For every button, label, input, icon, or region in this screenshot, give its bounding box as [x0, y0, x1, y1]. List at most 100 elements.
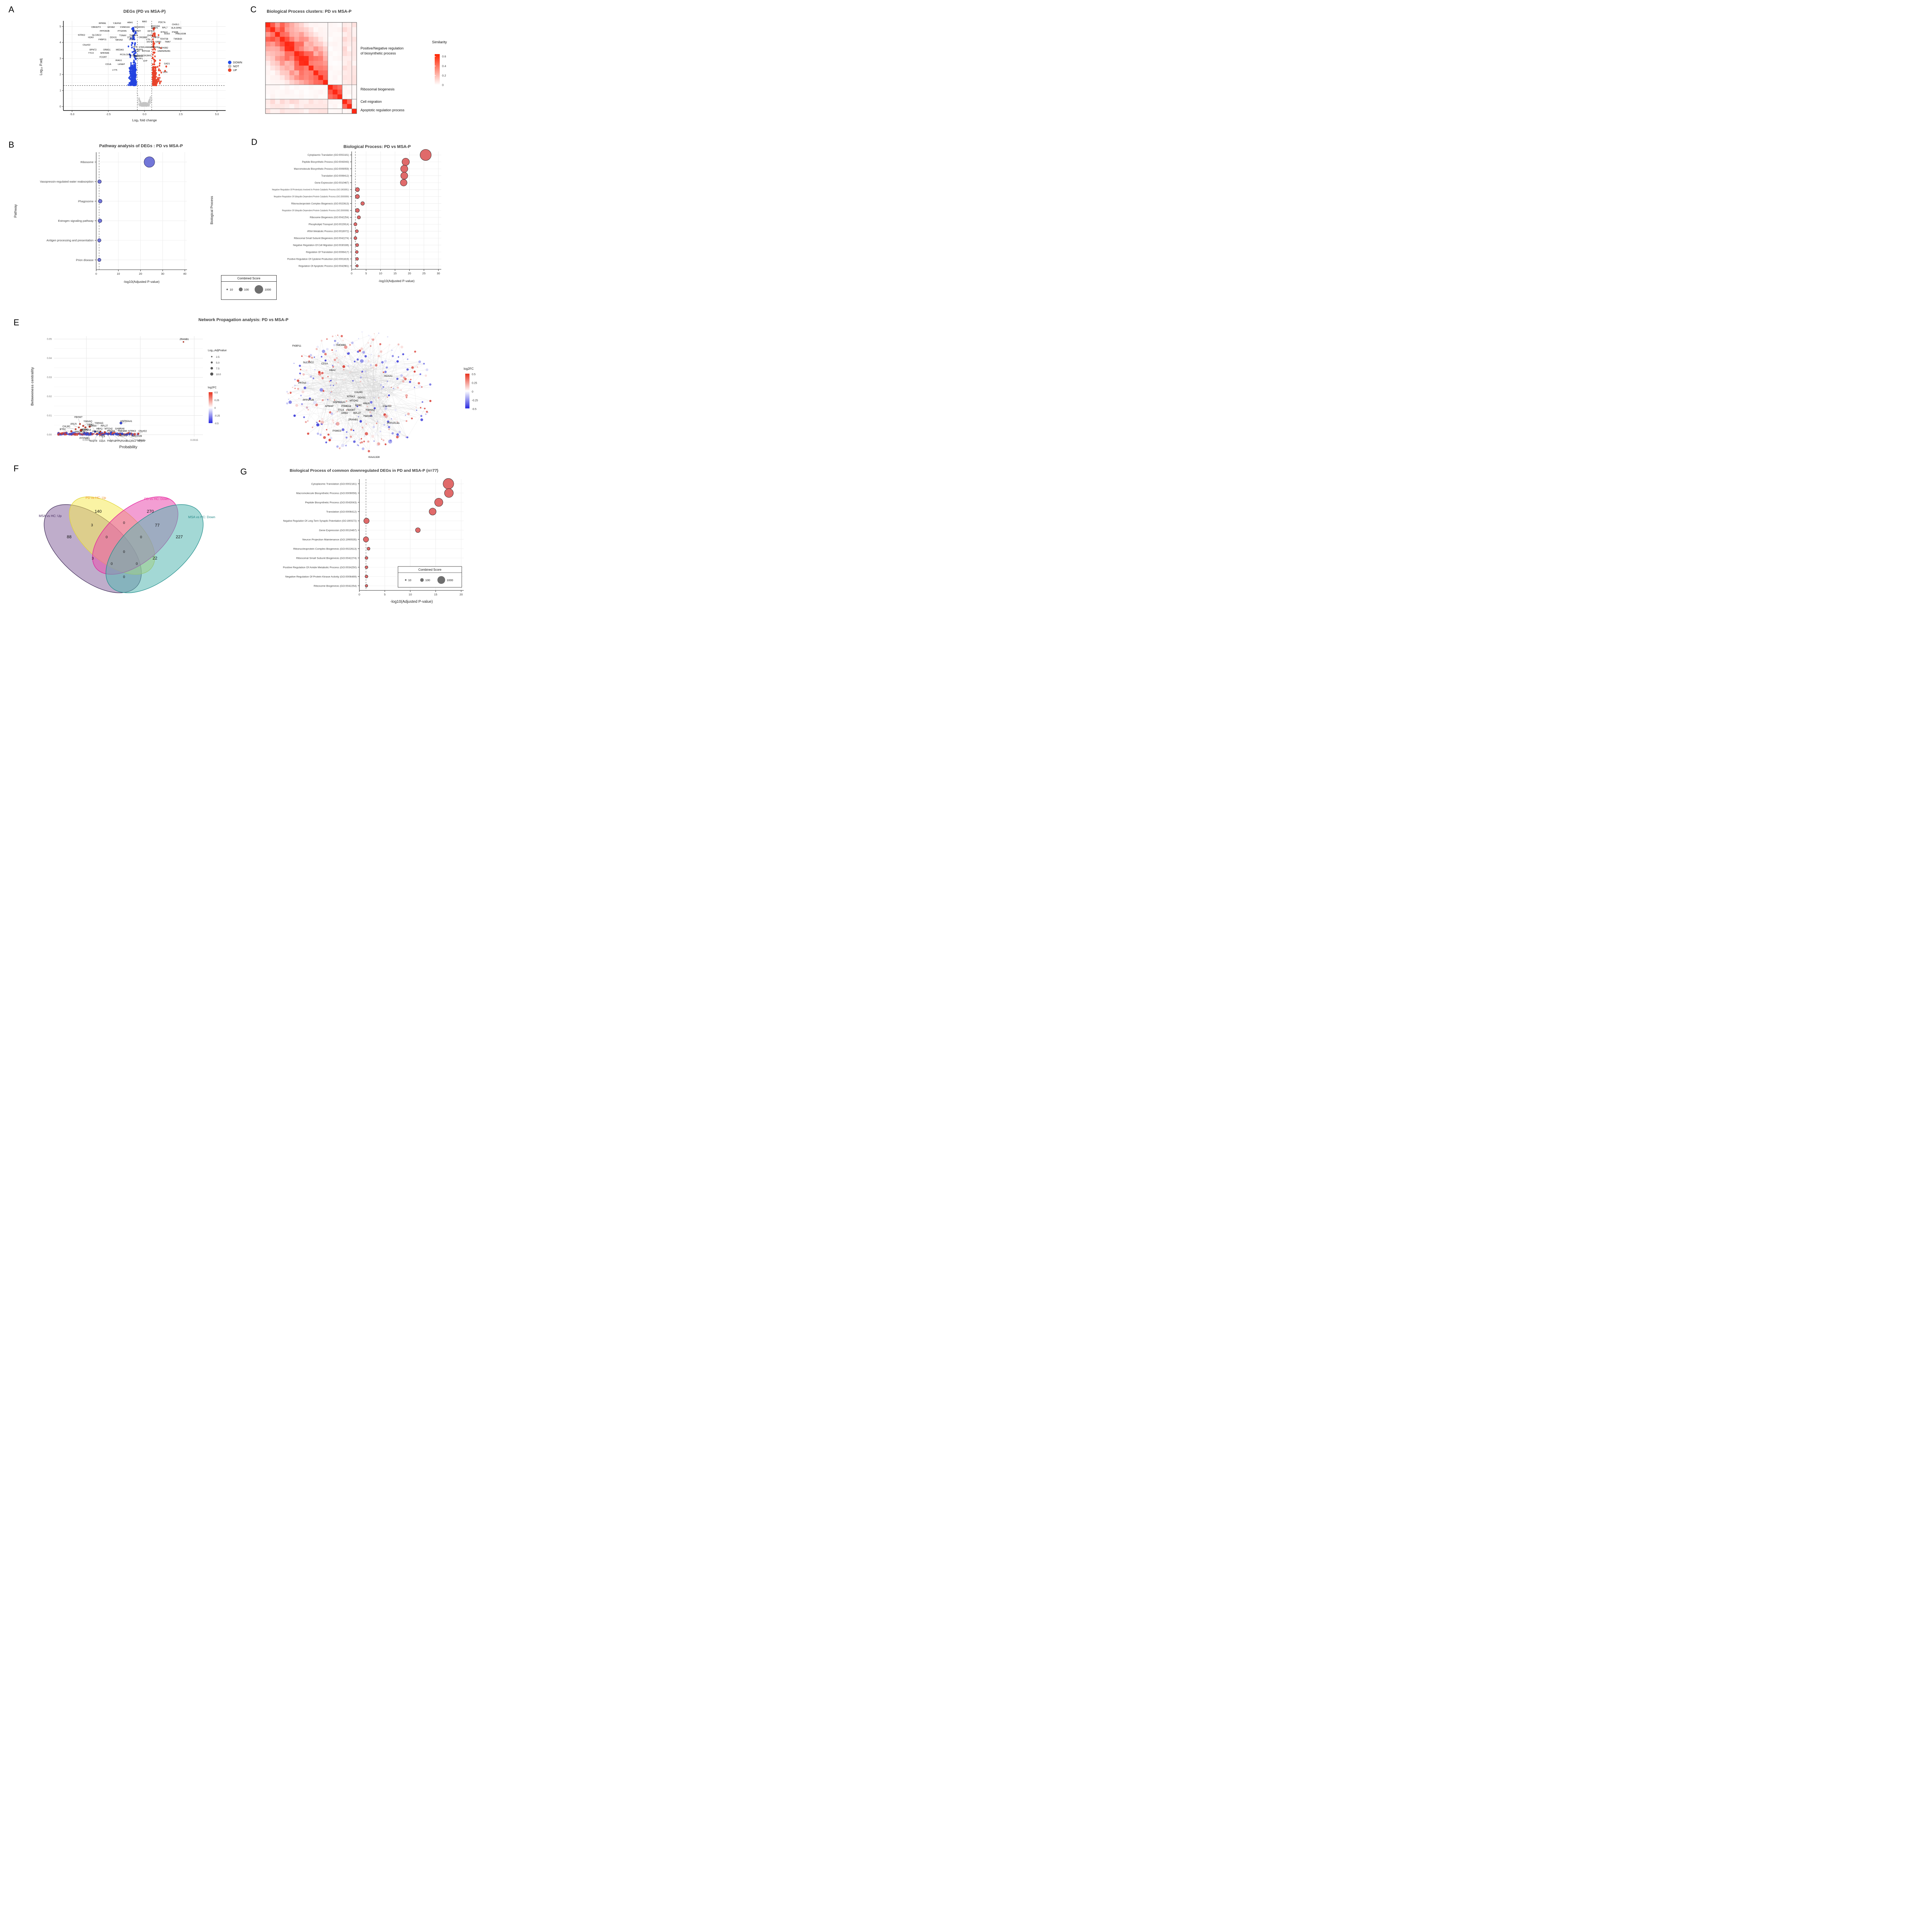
network-node [361, 371, 363, 373]
rect [313, 41, 318, 47]
rect [265, 65, 270, 71]
line [304, 369, 344, 388]
gene-label: EHD1 [148, 34, 153, 37]
network-node [345, 445, 347, 447]
gene-label: SYP [143, 60, 147, 63]
category-label: Regulation Of Translation (GO:0006417) [306, 251, 349, 253]
rect [332, 89, 338, 95]
network-node [358, 405, 360, 406]
bubble [363, 536, 369, 543]
rect [352, 51, 357, 56]
rect [294, 37, 299, 42]
rect [270, 37, 276, 42]
network-node [350, 435, 352, 438]
gene-label: TMA7 [165, 41, 171, 43]
rect [275, 51, 280, 56]
network-node [345, 439, 347, 441]
rect [284, 109, 290, 114]
ellipse [165, 65, 167, 68]
rect [337, 37, 343, 42]
network-node [332, 335, 333, 337]
ellipse [140, 102, 141, 103]
point-label: DDX31 [89, 425, 97, 427]
network-node [420, 418, 423, 421]
network-node [403, 365, 406, 367]
rect [323, 32, 328, 37]
network-node [350, 429, 352, 431]
network-node [361, 441, 363, 444]
network-node [423, 363, 425, 365]
category-label: Neuron Projection Maintenance (GO:199053… [302, 538, 357, 541]
rect [352, 41, 357, 47]
text: 2 [60, 73, 61, 76]
network-node [373, 397, 375, 398]
gene-label: DDX31 [110, 36, 117, 39]
rect [347, 46, 352, 51]
bubble [365, 584, 368, 587]
ellipse [153, 44, 155, 46]
rect [280, 85, 285, 90]
network-node [295, 404, 298, 407]
ellipse [158, 34, 160, 36]
network-node [358, 338, 359, 339]
line [347, 364, 419, 432]
ellipse [134, 83, 136, 86]
node-label: PPP1R14A [387, 422, 400, 425]
line [344, 369, 415, 388]
rect [332, 75, 338, 80]
gene-label: BTNL3 [161, 31, 167, 34]
rect [270, 22, 276, 27]
ellipse [160, 80, 162, 83]
rect [284, 41, 290, 47]
network-node [337, 335, 338, 336]
line [331, 345, 350, 392]
line [380, 344, 390, 442]
network-node [344, 345, 348, 349]
line [302, 356, 310, 357]
ellipse [155, 73, 157, 75]
network-node [345, 436, 348, 439]
line [308, 380, 331, 384]
labeled-point [80, 429, 83, 432]
gene-label: NTRK3 [78, 34, 85, 37]
network-node [326, 338, 328, 340]
rect [332, 41, 338, 47]
volcano-legend: DOWN NOT UP [228, 60, 242, 72]
labeled-point [114, 432, 117, 435]
rect [284, 89, 290, 95]
text: 0.00 [47, 434, 52, 436]
network-node [328, 439, 331, 442]
network-node [332, 366, 334, 368]
rect [308, 89, 314, 95]
ellipse [128, 45, 129, 48]
text: 0.04 [47, 357, 52, 360]
line [315, 369, 375, 380]
rect [289, 80, 294, 85]
network-node [358, 439, 361, 441]
rect [289, 70, 294, 75]
network-node [288, 400, 292, 404]
category-label: Estrogen signaling pathway [58, 219, 94, 223]
network-node [384, 414, 388, 418]
line [351, 377, 361, 430]
rect [280, 104, 285, 109]
rect [332, 27, 338, 32]
network-node [393, 418, 396, 420]
line [298, 387, 391, 389]
rect [328, 94, 333, 100]
rect [337, 61, 343, 66]
bubble [415, 527, 421, 533]
rect [352, 85, 357, 90]
rect [280, 75, 285, 80]
line [330, 381, 382, 439]
rect [265, 27, 270, 32]
ellipse [137, 94, 138, 95]
network-node [387, 336, 388, 338]
rect [337, 99, 343, 104]
network-node [319, 434, 322, 436]
category-label: Vasopressin-regulated water reabsorption [40, 180, 94, 184]
point-label: BTRC [60, 429, 66, 431]
rect [304, 89, 309, 95]
network-node [357, 444, 359, 446]
rect [304, 85, 309, 90]
